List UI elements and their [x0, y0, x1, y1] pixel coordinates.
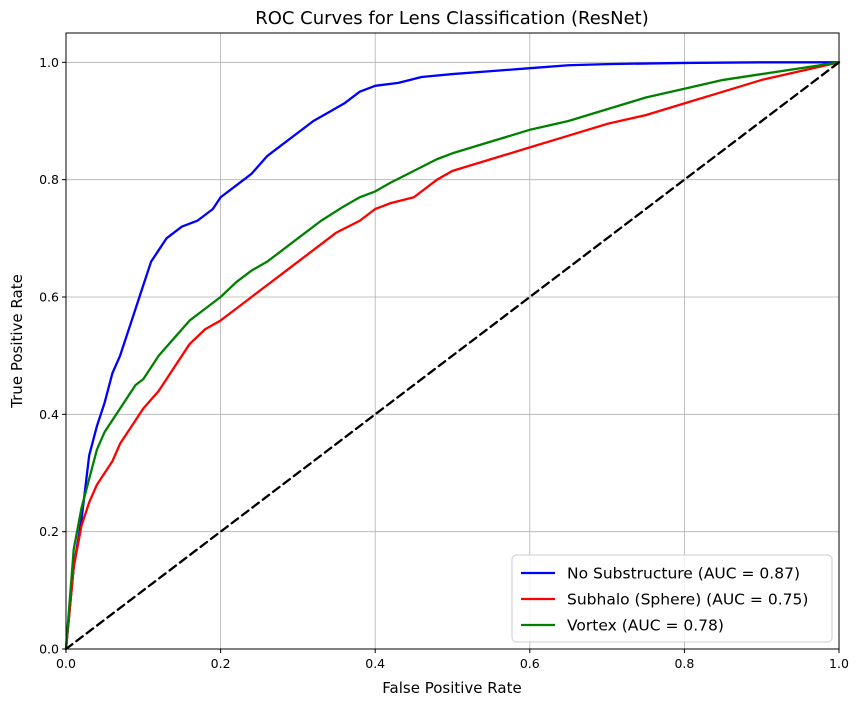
legend-entry: No Substructure (AUC = 0.87) [567, 565, 800, 583]
y-tick-label: 0.6 [39, 290, 59, 305]
x-tick-label: 0.2 [211, 656, 231, 671]
legend-entry: Vortex (AUC = 0.78) [567, 617, 724, 635]
legend-box [511, 554, 833, 643]
plot-curves [64, 61, 841, 651]
plot-frame [65, 32, 840, 650]
series-line-0 [64, 61, 841, 651]
y-axis-label: True Positive Rate [8, 274, 26, 409]
y-axis-ticks: 0.0 0.2 0.4 0.6 0.8 1.0 [39, 55, 66, 657]
chart-title: ROC Curves for Lens Classification (ResN… [255, 8, 649, 29]
y-tick-label: 0.4 [39, 407, 59, 422]
x-tick-label: 1.0 [829, 656, 849, 671]
x-tick-label: 0.6 [520, 656, 540, 671]
x-tick-label: 0.8 [674, 656, 694, 671]
x-tick-label: 0.0 [56, 656, 76, 671]
x-tick-label: 0.4 [365, 656, 385, 671]
y-tick-label: 0.0 [39, 642, 59, 657]
series-line-2 [64, 61, 841, 651]
x-axis-ticks: 0.0 0.2 0.4 0.6 0.8 1.0 [56, 649, 849, 671]
y-tick-label: 1.0 [39, 55, 59, 70]
legend: No Substructure (AUC = 0.87) Subhalo (Sph… [511, 554, 833, 643]
x-axis-label: False Positive Rate [382, 679, 521, 697]
series-line-1 [64, 61, 841, 651]
y-tick-label: 0.2 [39, 524, 59, 539]
legend-entry: Subhalo (Sphere) (AUC = 0.75) [567, 591, 808, 609]
y-tick-label: 0.8 [39, 172, 59, 187]
chance-diagonal-line [64, 61, 841, 651]
